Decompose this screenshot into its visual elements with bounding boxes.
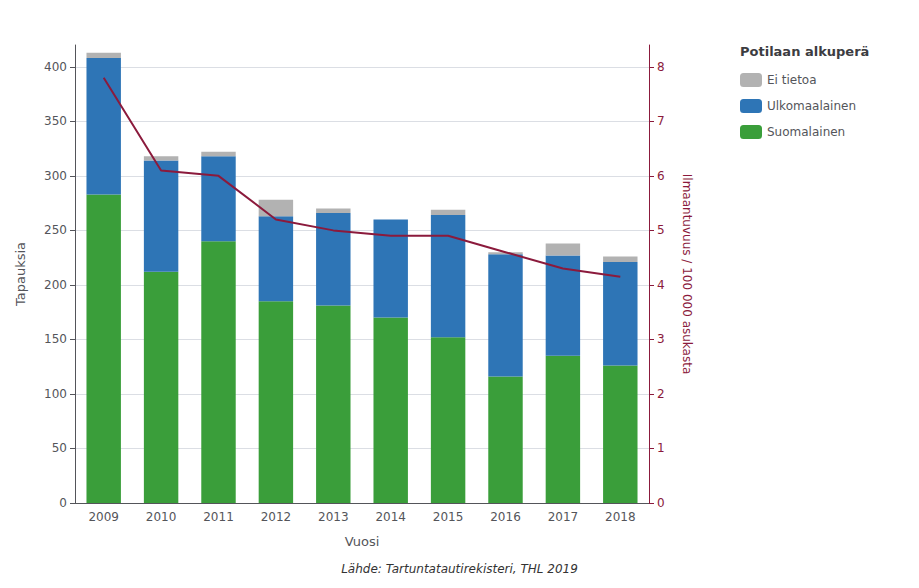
svg-text:Ilmaantuvuus / 100 000 asukast: Ilmaantuvuus / 100 000 asukasta <box>680 174 694 374</box>
svg-text:2011: 2011 <box>203 510 234 524</box>
svg-text:1: 1 <box>657 441 665 455</box>
svg-text:200: 200 <box>44 278 67 292</box>
svg-text:2013: 2013 <box>318 510 349 524</box>
svg-text:2015: 2015 <box>433 510 464 524</box>
svg-text:0: 0 <box>657 496 665 510</box>
svg-text:3: 3 <box>657 332 665 346</box>
svg-text:2014: 2014 <box>375 510 406 524</box>
svg-text:5: 5 <box>657 223 665 237</box>
svg-text:2009: 2009 <box>88 510 119 524</box>
svg-text:300: 300 <box>44 169 67 183</box>
svg-text:7: 7 <box>657 114 665 128</box>
svg-text:2012: 2012 <box>261 510 292 524</box>
svg-text:2016: 2016 <box>490 510 521 524</box>
svg-text:150: 150 <box>44 332 67 346</box>
svg-text:Vuosi: Vuosi <box>345 534 380 549</box>
svg-text:Potilaan alkuperä: Potilaan alkuperä <box>740 44 869 59</box>
svg-text:4: 4 <box>657 278 665 292</box>
svg-text:100: 100 <box>44 387 67 401</box>
svg-text:0: 0 <box>59 496 67 510</box>
svg-text:400: 400 <box>44 60 67 74</box>
svg-text:6: 6 <box>657 169 665 183</box>
svg-text:2010: 2010 <box>146 510 177 524</box>
svg-text:Lähde: Tartuntatautirekisteri,: Lähde: Tartuntatautirekisteri, THL 2019 <box>341 562 578 576</box>
svg-text:Tapauksia: Tapauksia <box>13 242 28 307</box>
svg-text:Ulkomaalainen: Ulkomaalainen <box>767 99 856 113</box>
svg-text:250: 250 <box>44 223 67 237</box>
svg-text:8: 8 <box>657 60 665 74</box>
svg-text:2: 2 <box>657 387 665 401</box>
svg-text:2017: 2017 <box>548 510 579 524</box>
svg-text:350: 350 <box>44 114 67 128</box>
svg-text:Ei tietoa: Ei tietoa <box>767 73 817 87</box>
svg-text:Suomalainen: Suomalainen <box>767 125 845 139</box>
svg-text:50: 50 <box>52 441 67 455</box>
svg-text:2018: 2018 <box>605 510 636 524</box>
